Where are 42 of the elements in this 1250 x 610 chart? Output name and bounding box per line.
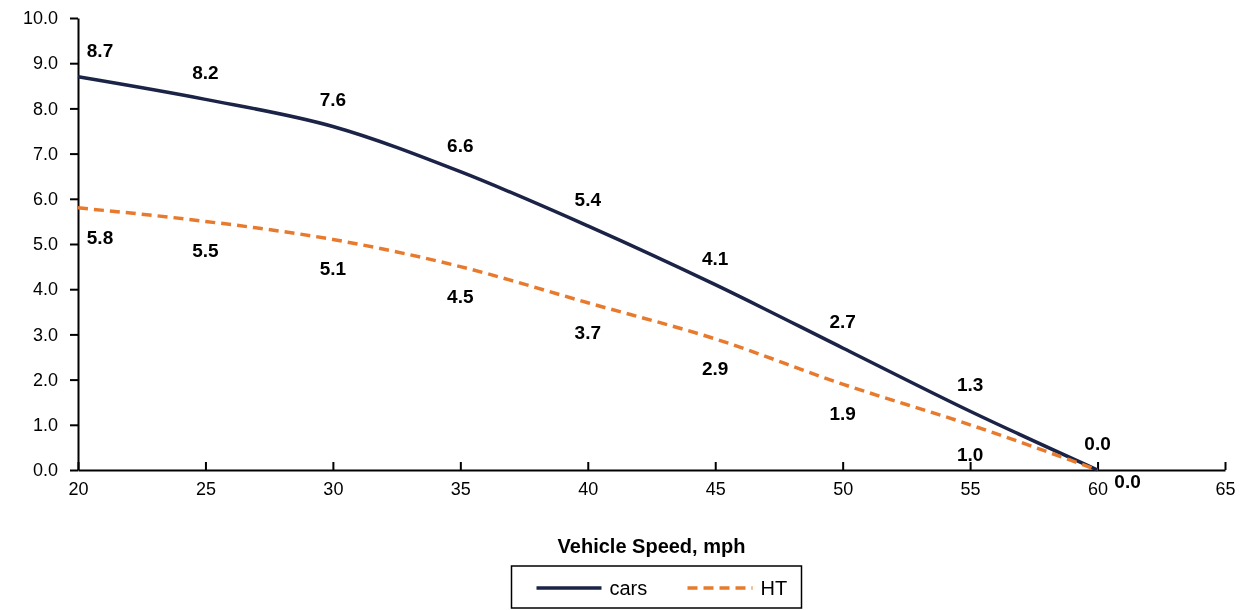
x-tick-label: 20 [68, 478, 89, 499]
y-tick-label: 8.0 [32, 98, 58, 119]
data-label: 2.9 [702, 357, 729, 379]
data-label: 5.5 [192, 240, 220, 262]
x-tick-label: 50 [833, 478, 854, 499]
data-label: 0.0 [1084, 433, 1111, 454]
data-label: 8.7 [86, 39, 114, 61]
legend-label: cars [609, 577, 648, 599]
data-label: 0.0 [1114, 471, 1141, 492]
y-tick-label: 10.0 [22, 8, 58, 29]
x-tick-label: 55 [960, 478, 981, 499]
data-label: 1.3 [956, 374, 984, 396]
y-tick-label: 3.0 [32, 324, 58, 345]
x-tick-label: 60 [1088, 478, 1109, 499]
data-label: 8.2 [192, 62, 219, 84]
data-label: 7.6 [319, 89, 347, 111]
data-label: 5.1 [319, 258, 347, 280]
legend-label: HT [760, 577, 788, 599]
x-axis-title: Vehicle Speed, mph [557, 535, 746, 557]
x-tick-label: 35 [450, 478, 471, 499]
data-label: 3.7 [574, 321, 601, 343]
y-tick-label: 2.0 [32, 369, 58, 390]
data-label: 5.8 [86, 226, 114, 248]
y-tick-label: 0.0 [32, 460, 58, 481]
x-tick-label: 40 [578, 478, 599, 499]
data-label: 4.1 [702, 247, 729, 269]
x-tick-label: 30 [323, 478, 344, 499]
x-tick-label: 45 [705, 478, 726, 499]
y-tick-label: 9.0 [32, 53, 58, 74]
y-tick-label: 4.0 [32, 279, 58, 300]
data-label: 1.0 [956, 443, 984, 465]
y-tick-label: 6.0 [32, 189, 58, 210]
data-label: 1.9 [829, 403, 856, 425]
y-tick-label: 5.0 [32, 234, 58, 255]
y-tick-label: 1.0 [32, 415, 58, 436]
data-label: 2.7 [829, 310, 856, 332]
data-label: 4.5 [447, 285, 474, 307]
x-tick-label: 25 [195, 478, 216, 499]
y-tick-label: 7.0 [32, 143, 58, 164]
x-tick-label: 65 [1215, 478, 1236, 499]
data-label: 6.6 [447, 134, 474, 156]
data-label: 5.4 [574, 188, 602, 210]
